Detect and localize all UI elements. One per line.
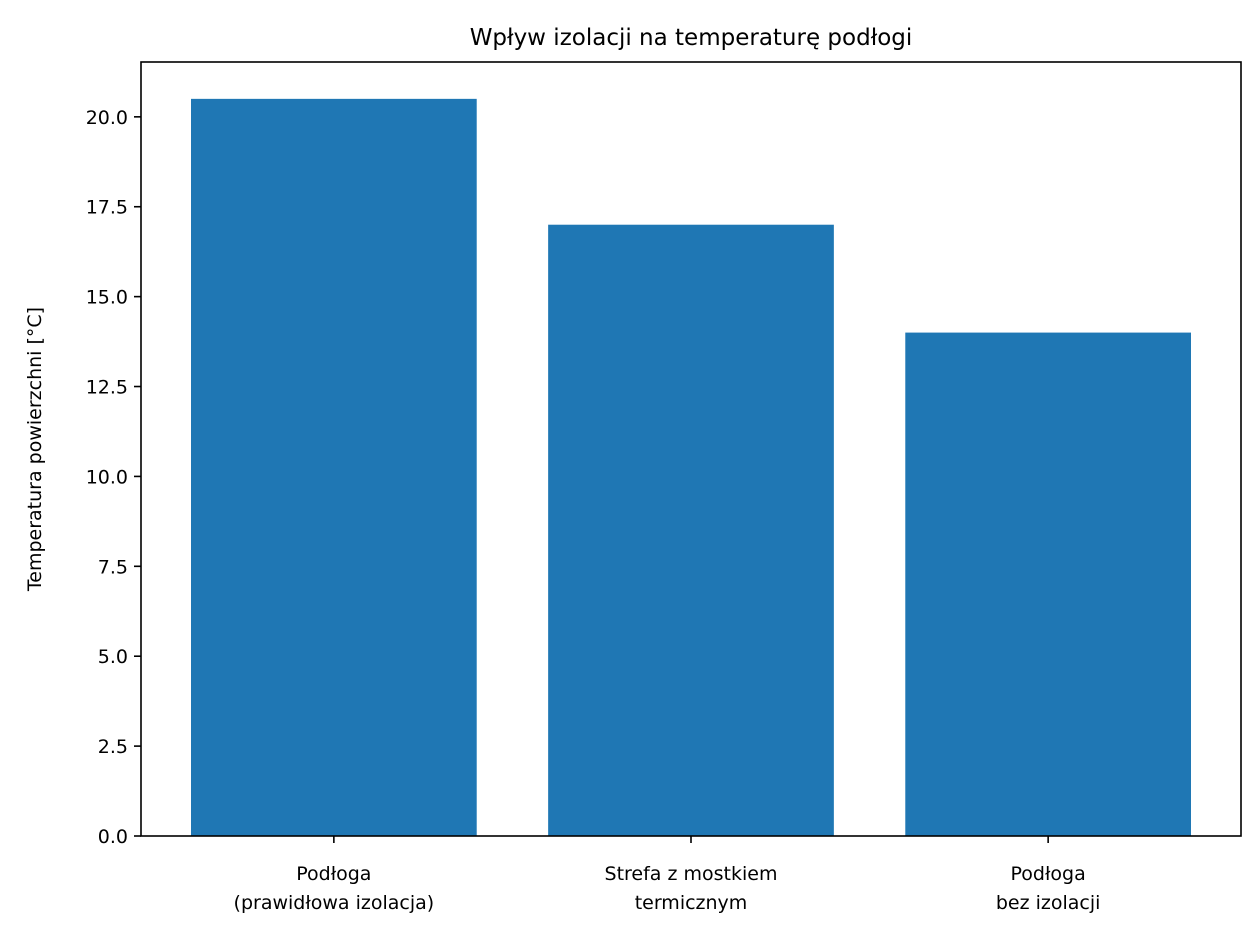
y-tick-label: 12.5 (86, 377, 128, 399)
y-tick-label: 15.0 (86, 287, 128, 309)
y-axis-label: Temperatura powierzchni [°C] (24, 307, 46, 592)
x-tick-label: Strefa z mostkiem (605, 863, 778, 885)
x-tick-label: Podłoga (296, 863, 371, 885)
y-tick-label: 5.0 (98, 646, 128, 668)
bar (905, 332, 1191, 836)
x-tick-label: Podłoga (1011, 863, 1086, 885)
x-tick-label: bez izolacji (996, 892, 1101, 914)
y-tick-label: 7.5 (98, 556, 128, 578)
y-tick-label: 10.0 (86, 466, 128, 488)
bar (191, 98, 477, 837)
chart-title: Wpływ izolacji na temperaturę podłogi (470, 25, 913, 51)
y-tick-label: 0.0 (98, 826, 128, 848)
x-tick-label: (prawidłowa izolacja) (234, 892, 435, 914)
y-tick-label: 17.5 (86, 197, 128, 219)
plot-frame (140, 61, 1242, 837)
x-tick-label: termicznym (635, 892, 748, 914)
bar (548, 224, 834, 836)
y-tick-label: 20.0 (86, 107, 128, 129)
y-tick-label: 2.5 (98, 736, 128, 758)
